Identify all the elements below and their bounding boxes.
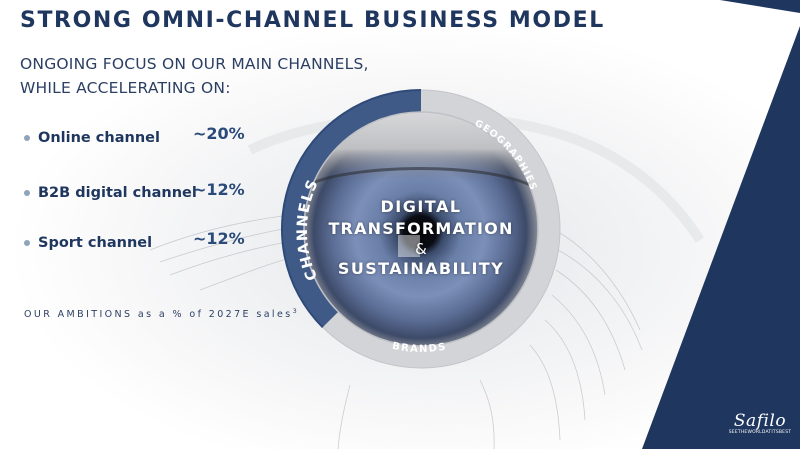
ambitions-text: OUR AMBITIONS as a % of 2027E sales <box>24 309 293 321</box>
ambitions-footnote: OUR AMBITIONS as a % of 2027E sales3 <box>24 307 297 320</box>
safilo-logo: Safilo SEETHEWORLDATITSBEST <box>728 412 792 436</box>
ring-center-text: DIGITAL TRANSFORMATION & SUSTAINABILITY <box>321 196 521 280</box>
ring-label-brands: BRANDS <box>391 341 448 355</box>
bullet-label: Sport channel <box>38 235 153 251</box>
subtitle: ONGOING FOCUS ON OUR MAIN CHANNELS, WHIL… <box>20 52 369 100</box>
bullet-sport-channel: Sport channel <box>24 232 152 254</box>
bullet-b2b-digital-channel: B2B digital channel <box>24 182 197 204</box>
bullet-value-sport: ~12% <box>193 229 245 248</box>
subtitle-line-1: ONGOING FOCUS ON OUR MAIN CHANNELS, <box>20 55 369 73</box>
page-title: STRONG OMNI-CHANNEL BUSINESS MODEL <box>20 8 605 33</box>
center-line-sustainability: SUSTAINABILITY <box>337 259 505 278</box>
bullet-dot-icon <box>24 190 30 196</box>
bullet-online-channel: Online channel <box>24 127 160 149</box>
bullet-label: Online channel <box>38 130 160 146</box>
logo-tagline: SEETHEWORLDATITSBEST <box>728 430 792 435</box>
footnote-superscript: 3 <box>292 307 297 315</box>
bullet-dot-icon <box>24 240 30 246</box>
subtitle-line-2: WHILE ACCELERATING ON: <box>20 79 231 97</box>
logo-brand: Safilo <box>733 411 787 431</box>
bullet-value-online: ~20% <box>193 124 245 143</box>
center-line-transformation: TRANSFORMATION <box>328 219 514 238</box>
bullet-value-b2b: ~12% <box>193 180 245 199</box>
center-ampersand: & <box>415 240 427 258</box>
bullet-dot-icon <box>24 135 30 141</box>
bullet-label: B2B digital channel <box>38 185 197 201</box>
center-line-digital: DIGITAL <box>380 197 462 216</box>
